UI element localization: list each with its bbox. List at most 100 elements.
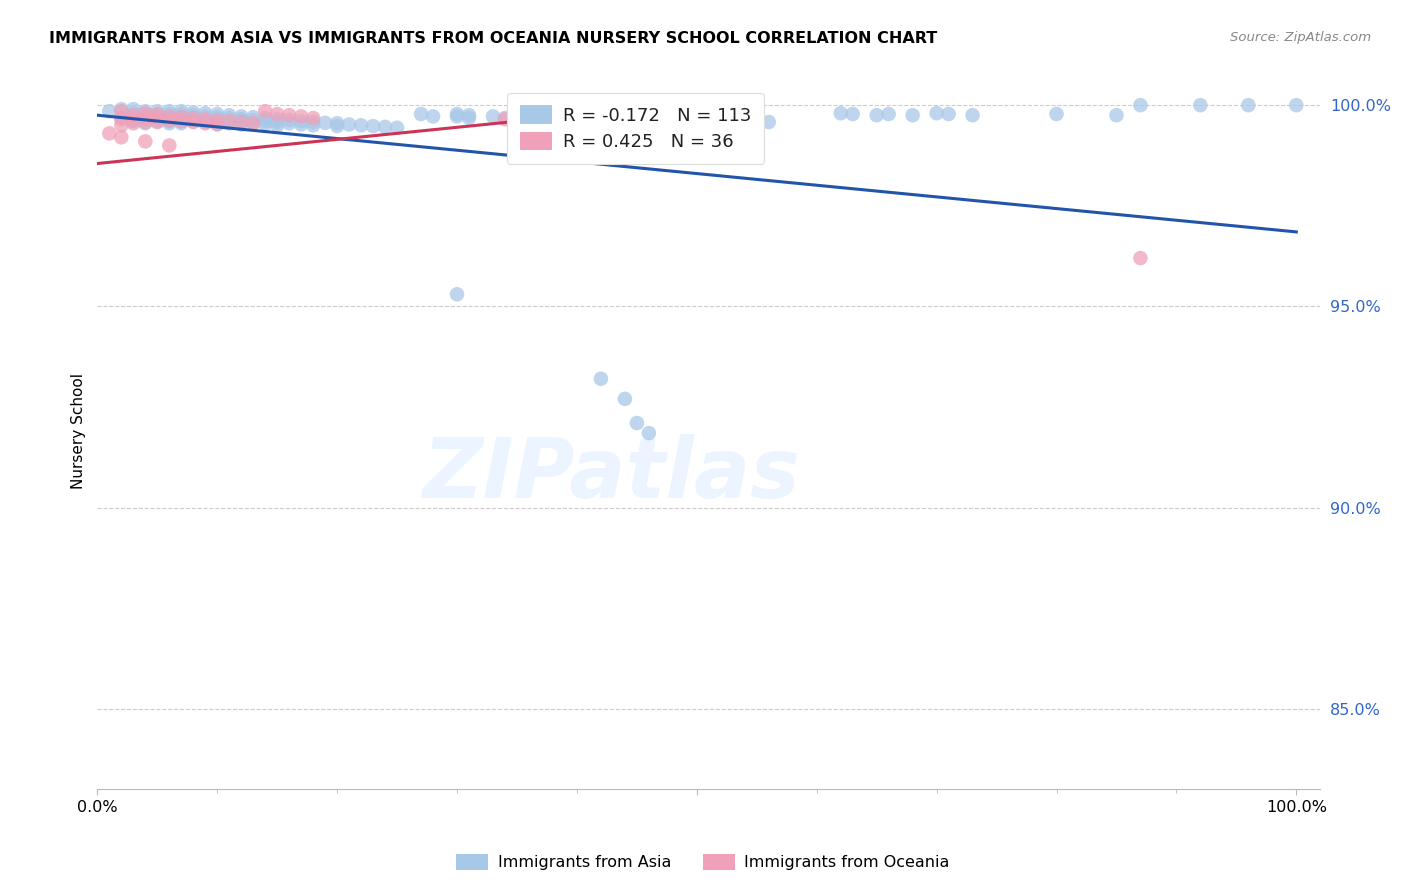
Point — [662, 113, 685, 128]
Point — [446, 107, 468, 121]
Point — [110, 130, 132, 145]
Point — [758, 115, 780, 129]
Point — [146, 114, 169, 128]
Point — [589, 372, 612, 386]
Point — [1105, 108, 1128, 122]
Point — [157, 138, 180, 153]
Point — [1045, 107, 1067, 121]
Text: ZIPatlas: ZIPatlas — [422, 434, 800, 515]
Point — [841, 107, 863, 121]
Point — [170, 104, 193, 119]
Point — [122, 102, 145, 116]
Point — [134, 116, 156, 130]
Point — [494, 112, 516, 127]
Point — [231, 115, 253, 129]
Point — [254, 104, 277, 119]
Point — [290, 110, 312, 124]
Point — [589, 112, 612, 127]
Point — [157, 116, 180, 130]
Point — [458, 108, 481, 122]
Point — [110, 112, 132, 127]
Point — [266, 118, 288, 132]
Point — [146, 104, 169, 119]
Point — [925, 106, 948, 120]
Point — [650, 112, 672, 127]
Point — [134, 112, 156, 127]
Point — [194, 112, 217, 127]
Point — [134, 106, 156, 120]
Point — [830, 106, 852, 120]
Point — [218, 111, 240, 125]
Point — [385, 120, 408, 135]
Point — [207, 117, 229, 131]
Point — [637, 111, 659, 125]
Point — [686, 113, 709, 128]
Point — [1189, 98, 1212, 112]
Point — [290, 114, 312, 128]
Point — [181, 105, 204, 120]
Point — [207, 107, 229, 121]
Point — [374, 120, 396, 134]
Point — [157, 110, 180, 124]
Point — [578, 111, 600, 125]
Point — [194, 106, 217, 120]
Point — [194, 110, 217, 124]
Point — [146, 107, 169, 121]
Point — [266, 112, 288, 127]
Point — [494, 111, 516, 125]
Point — [458, 111, 481, 125]
Point — [134, 104, 156, 119]
Point — [242, 113, 264, 128]
Text: IMMIGRANTS FROM ASIA VS IMMIGRANTS FROM OCEANIA NURSERY SCHOOL CORRELATION CHART: IMMIGRANTS FROM ASIA VS IMMIGRANTS FROM … — [49, 31, 938, 46]
Point — [541, 112, 564, 127]
Point — [98, 104, 121, 119]
Point — [613, 114, 636, 128]
Point — [266, 115, 288, 129]
Point — [194, 115, 217, 129]
Point — [350, 118, 373, 132]
Point — [170, 116, 193, 130]
Point — [901, 108, 924, 122]
Point — [326, 119, 349, 133]
Point — [207, 112, 229, 127]
Point — [231, 112, 253, 127]
Point — [506, 110, 529, 124]
Point — [565, 110, 588, 124]
Point — [710, 114, 733, 128]
Point — [157, 104, 180, 119]
Text: Source: ZipAtlas.com: Source: ZipAtlas.com — [1230, 31, 1371, 45]
Point — [170, 114, 193, 128]
Point — [181, 114, 204, 128]
Point — [157, 107, 180, 121]
Point — [1129, 98, 1152, 112]
Point — [1285, 98, 1308, 112]
Legend: Immigrants from Asia, Immigrants from Oceania: Immigrants from Asia, Immigrants from Oc… — [450, 847, 956, 877]
Point — [146, 110, 169, 124]
Point — [170, 110, 193, 124]
Point — [602, 113, 624, 128]
Point — [122, 116, 145, 130]
Point — [207, 113, 229, 128]
Point — [157, 113, 180, 128]
Point — [314, 116, 336, 130]
Point — [122, 112, 145, 127]
Point — [361, 119, 384, 133]
Point — [422, 110, 444, 124]
Point — [278, 116, 301, 130]
Point — [337, 118, 360, 132]
Point — [110, 118, 132, 132]
Point — [170, 114, 193, 128]
Point — [134, 111, 156, 125]
Point — [938, 107, 960, 121]
Point — [170, 110, 193, 124]
Point — [626, 416, 648, 430]
Point — [181, 108, 204, 122]
Point — [266, 107, 288, 121]
Point — [1129, 251, 1152, 265]
Point — [446, 110, 468, 124]
Point — [134, 115, 156, 129]
Point — [157, 114, 180, 128]
Point — [278, 108, 301, 122]
Point — [637, 426, 659, 441]
Point — [218, 113, 240, 128]
